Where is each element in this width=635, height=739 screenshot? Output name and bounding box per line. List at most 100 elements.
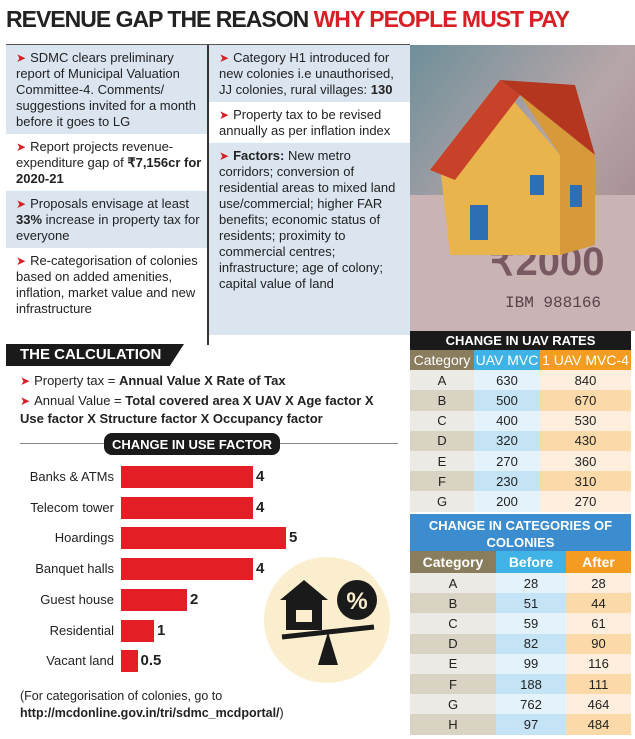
table-cell: 116 bbox=[566, 653, 631, 674]
bar-label: Vacant land bbox=[46, 653, 114, 669]
bullet-text: Re-categorisation of colonies based on a… bbox=[16, 253, 198, 316]
table-cell: 51 bbox=[496, 593, 566, 614]
table-cell: C bbox=[410, 410, 474, 431]
table-row: C 59 61 bbox=[410, 613, 631, 634]
bullet-bold: 33% bbox=[16, 212, 43, 227]
bar-label: Guest house bbox=[40, 591, 114, 607]
house-percent-scale-icon: % bbox=[264, 557, 390, 683]
formula: Annual Value X Rate of Tax bbox=[118, 373, 286, 388]
footnote: (For categorisation of colonies, go to h… bbox=[20, 688, 400, 722]
column-header: 1 UAV MVC-4 bbox=[540, 350, 631, 371]
table-cell: 230 bbox=[474, 471, 540, 492]
bar-label: Hoardings bbox=[54, 530, 114, 546]
table-cell: A bbox=[410, 370, 474, 391]
bar bbox=[121, 466, 253, 488]
arrow-icon: ➤ bbox=[16, 197, 27, 211]
bullet-bold: Factors: bbox=[233, 148, 285, 163]
page-title: REVENUE GAP THE REASON WHY PEOPLE MUST P… bbox=[6, 6, 631, 33]
table-cell: 61 bbox=[566, 613, 631, 634]
bullet-text: Report projects revenue-expenditure gap … bbox=[16, 139, 174, 170]
table-title: CHANGE IN UAV RATES bbox=[410, 331, 631, 350]
bar-value-label: 4 bbox=[256, 468, 265, 485]
bar bbox=[121, 496, 253, 519]
column-header: Category bbox=[410, 551, 496, 573]
table-cell: 630 bbox=[474, 370, 540, 391]
colonies-categories-table: CHANGE IN CATEGORIES OF COLONIES Categor… bbox=[410, 514, 631, 735]
bar bbox=[121, 619, 154, 642]
table-cell: 59 bbox=[496, 613, 566, 634]
column-divider bbox=[207, 45, 209, 345]
footnote-text: (For categorisation of colonies, go to bbox=[20, 689, 223, 703]
bar-label: Telecom tower bbox=[30, 499, 114, 515]
table-cell: 310 bbox=[540, 471, 631, 492]
table-cell: B bbox=[410, 390, 474, 411]
table-cell: C bbox=[410, 613, 496, 634]
bullet-bold: 130 bbox=[370, 82, 393, 97]
right-bullet-column: ➤ Category H1 introduced for new colonies… bbox=[209, 45, 410, 335]
table-cell: 111 bbox=[566, 673, 631, 695]
banknote-serial: IBM 988166 bbox=[505, 294, 601, 312]
bullet-text: Category H1 introduced for new colonies … bbox=[219, 50, 394, 97]
arrow-icon: ➤ bbox=[219, 51, 230, 65]
bar-value-label: 1 bbox=[157, 621, 166, 639]
calculation-line: ➤ Property tax = Annual Value X Rate of T… bbox=[20, 372, 400, 390]
table-cell: 320 bbox=[474, 430, 540, 451]
arrow-icon: ➤ bbox=[20, 394, 31, 408]
table-row: C 400 530 bbox=[410, 410, 631, 431]
table-cell: 99 bbox=[496, 653, 566, 674]
table-cell: F bbox=[410, 673, 496, 695]
bullet-item: ➤ SDMC clears preliminary report of Munic… bbox=[6, 45, 207, 134]
table-cell: H bbox=[410, 714, 496, 735]
table-row: F 188 111 bbox=[410, 673, 631, 695]
arrow-icon: ➤ bbox=[219, 108, 230, 122]
table-cell: 44 bbox=[566, 593, 631, 614]
table-cell: 82 bbox=[496, 633, 566, 654]
bullet-bold: ₹7,156cr for 2020-21 bbox=[16, 155, 202, 186]
arrow-icon: ➤ bbox=[16, 254, 27, 268]
table-cell: 430 bbox=[540, 430, 631, 451]
formula-label: Property tax = bbox=[34, 373, 119, 388]
column-header: Category bbox=[410, 350, 474, 371]
footnote-link[interactable]: http://mcdonline.gov.in/tri/sdmc_mcdport… bbox=[20, 706, 280, 720]
bar bbox=[121, 650, 138, 673]
table-cell: B bbox=[410, 593, 496, 614]
bar-value-label: 4 bbox=[256, 498, 265, 516]
table-cell: 270 bbox=[474, 450, 540, 472]
table-cell: F bbox=[410, 471, 474, 492]
divider bbox=[6, 44, 410, 45]
table-title: CHANGE IN CATEGORIES OF COLONIES bbox=[410, 514, 631, 551]
table-cell: 670 bbox=[540, 390, 631, 411]
table-row: D 320 430 bbox=[410, 430, 631, 451]
column-header: UAV MVC bbox=[474, 350, 540, 371]
table-row: G 762 464 bbox=[410, 694, 631, 715]
formula-label: Annual Value = bbox=[34, 393, 126, 408]
bar bbox=[121, 527, 286, 550]
table-cell: 270 bbox=[540, 491, 631, 512]
table-cell: 500 bbox=[474, 390, 540, 411]
table-cell: D bbox=[410, 430, 474, 451]
table-cell: 464 bbox=[566, 694, 631, 715]
formula: Total covered area X UAV X Age factor X … bbox=[20, 393, 374, 426]
table-cell: 28 bbox=[566, 573, 631, 594]
footnote-text: ) bbox=[279, 706, 284, 720]
bullet-text: New metro corridors; conversion of resid… bbox=[219, 148, 396, 291]
bullet-item: ➤ Category H1 introduced for new colonies… bbox=[209, 45, 410, 102]
table-cell: 484 bbox=[566, 714, 631, 735]
bar bbox=[121, 588, 187, 611]
table-cell: 188 bbox=[496, 673, 566, 695]
column-header: Before bbox=[496, 551, 566, 573]
bullet-item: ➤ Re-categorisation of colonies based on … bbox=[6, 248, 207, 335]
bar bbox=[121, 558, 253, 581]
table-cell: 530 bbox=[540, 410, 631, 431]
bullet-item: ➤ Proposals envisage at least 33% increas… bbox=[6, 191, 207, 248]
arrow-icon: ➤ bbox=[20, 374, 31, 388]
title-red: WHY PEOPLE MUST PAY bbox=[313, 6, 570, 32]
table-cell: G bbox=[410, 694, 496, 715]
calculation-heading: THE CALCULATION bbox=[6, 344, 184, 366]
table-cell: G bbox=[410, 491, 474, 512]
bullet-item: ➤ Factors: New metro corridors; conversio… bbox=[209, 143, 410, 335]
bullet-text: Property tax to be revised annually as p… bbox=[219, 107, 391, 138]
chart-title: CHANGE IN USE FACTOR bbox=[104, 433, 280, 455]
left-bullet-column: ➤ SDMC clears preliminary report of Munic… bbox=[6, 45, 207, 335]
bullet-text: Proposals envisage at least bbox=[30, 196, 190, 211]
